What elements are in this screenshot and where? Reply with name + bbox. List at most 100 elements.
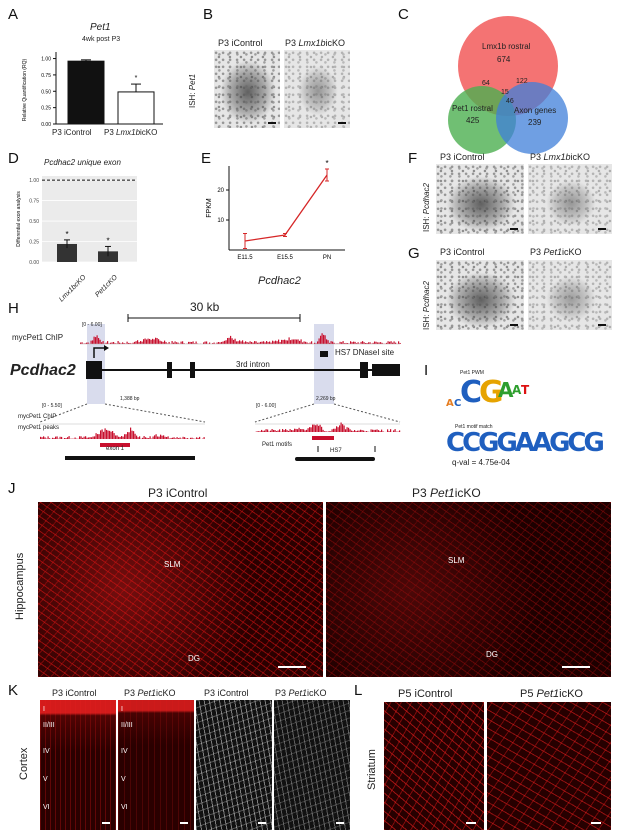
right-zoom-bar (282, 429, 284, 432)
chip-bar (378, 342, 380, 344)
venn-green-count: 425 (466, 116, 480, 125)
chip-bar (101, 342, 103, 344)
chip-bar (173, 342, 175, 344)
panel-h-left-chip: mycPet1 ChIP (18, 414, 57, 420)
panel-k-col3: P3 iControl (204, 688, 249, 698)
panel-h-hs7: HS7 DNaseI site (335, 348, 395, 357)
panel-b-ish-ko (284, 50, 350, 128)
panel-k-col4-prefix: P3 (275, 688, 289, 698)
left-zoom-bar (89, 437, 91, 439)
left-zoom-bar (97, 434, 99, 439)
right-zoom-bar (333, 428, 335, 432)
panel-g-ish-ko (528, 260, 612, 330)
left-zoom-bar (190, 437, 192, 439)
panel-b-col1: P3 iControl (218, 38, 263, 48)
right-zoom-bar (358, 430, 360, 432)
left-zoom-bar (152, 436, 154, 439)
right-zoom-bar (262, 430, 264, 432)
e-xtick-label-0: E11.5 (237, 255, 253, 260)
chip-bar (80, 342, 82, 344)
right-zoom-bar (300, 429, 302, 432)
chip-bar (197, 343, 199, 344)
chip-bar (285, 340, 287, 344)
right-zoom-bar (345, 429, 347, 432)
panel-j-side: Hippocampus (14, 552, 26, 620)
panel-g-col2-italic: Pet1 (543, 247, 563, 257)
panel-a-cat2-suffix: icKO (140, 128, 158, 137)
right-zoom-bar (381, 429, 383, 432)
left-zoom-bar (130, 427, 132, 439)
chip-bar (344, 343, 346, 344)
panel-f-ish-ko (528, 164, 612, 234)
right-zoom-bar (279, 429, 281, 432)
left-zoom-bar (88, 437, 90, 439)
panel-a-title: Pet1 (90, 22, 111, 33)
panel-g-side-italic: Pcdhac2 (422, 281, 431, 313)
right-zoom-bar (382, 431, 384, 432)
chip-bar (366, 342, 368, 344)
panel-a-chart: 0.00 0.25 0.50 0.75 1.00 Relative Quantificat… (22, 52, 163, 128)
left-zoom-bar (178, 438, 180, 439)
panel-j-label: J (8, 480, 16, 497)
chip-bar (390, 341, 392, 344)
chip-bar (363, 342, 365, 344)
chip-bar (242, 340, 244, 344)
right-zoom-bar (351, 430, 353, 432)
right-zoom-bar (285, 429, 287, 432)
chip-bar (218, 342, 220, 344)
chip-bar (290, 340, 292, 344)
right-zoom-bar (291, 430, 293, 432)
chip-bar (281, 339, 283, 344)
left-zoom-bar (101, 429, 103, 439)
chip-bar (345, 342, 347, 344)
chip-bar (330, 341, 332, 344)
panel-k-col4-italic: Pet1 (288, 688, 308, 698)
e-line (244, 174, 328, 242)
panel-g-col1: P3 iControl (440, 247, 485, 257)
panel-j-dg-2: DG (486, 650, 498, 659)
chip-bar (374, 341, 376, 344)
chip-bar (393, 341, 395, 344)
chip-bar (141, 341, 143, 344)
left-zoom-bar (44, 437, 46, 439)
chip-bar (123, 343, 125, 344)
chip-bar (368, 342, 370, 344)
chip-bar (266, 341, 268, 344)
e-ylabel: FPKM (206, 198, 213, 218)
panel-a-subtitle: 4wk post P3 (82, 36, 121, 43)
panel-f-col1: P3 iControl (440, 152, 485, 162)
right-zoom-bar (393, 430, 395, 432)
right-zoom-bar (310, 427, 312, 432)
left-zoom-bar (127, 432, 129, 439)
d-ytick-label: 0.25 (29, 240, 39, 246)
chip-bar (341, 342, 343, 344)
right-zoom-bar (294, 428, 296, 432)
panel-h-chip-range: [0 - 6.00] (82, 322, 102, 328)
panel-h-left-range: [0 - 5.50] (42, 403, 62, 409)
panel-c-label: C (398, 6, 409, 23)
chip-bar (216, 342, 218, 344)
chip-bar (177, 342, 179, 344)
panel-c-venn (448, 16, 568, 154)
left-zoom-bar (154, 435, 156, 439)
panel-f-side-italic: Pcdhac2 (422, 183, 431, 215)
chip-bar (339, 341, 341, 344)
left-zoom-bar (161, 435, 163, 439)
chip-bar (96, 335, 98, 344)
left-zoom-bar (164, 436, 166, 439)
panel-k-col2-suffix: icKO (156, 688, 176, 698)
chip-bar (224, 340, 226, 344)
chip-bar (168, 341, 170, 344)
panel-f-col2: P3 Lmx1bicKO (530, 152, 590, 162)
chip-bar (114, 343, 116, 344)
chip-bar (300, 339, 302, 344)
chip-bar (279, 342, 281, 344)
panel-b-label: B (203, 6, 214, 23)
chip-bar (212, 343, 214, 344)
left-zoom-bar (109, 430, 111, 439)
a-ytick-label: 0.25 (41, 106, 51, 112)
chip-bar (293, 339, 295, 344)
chip-bar (219, 342, 221, 344)
chip-bar (357, 342, 359, 344)
right-zoom-bar (372, 429, 374, 432)
